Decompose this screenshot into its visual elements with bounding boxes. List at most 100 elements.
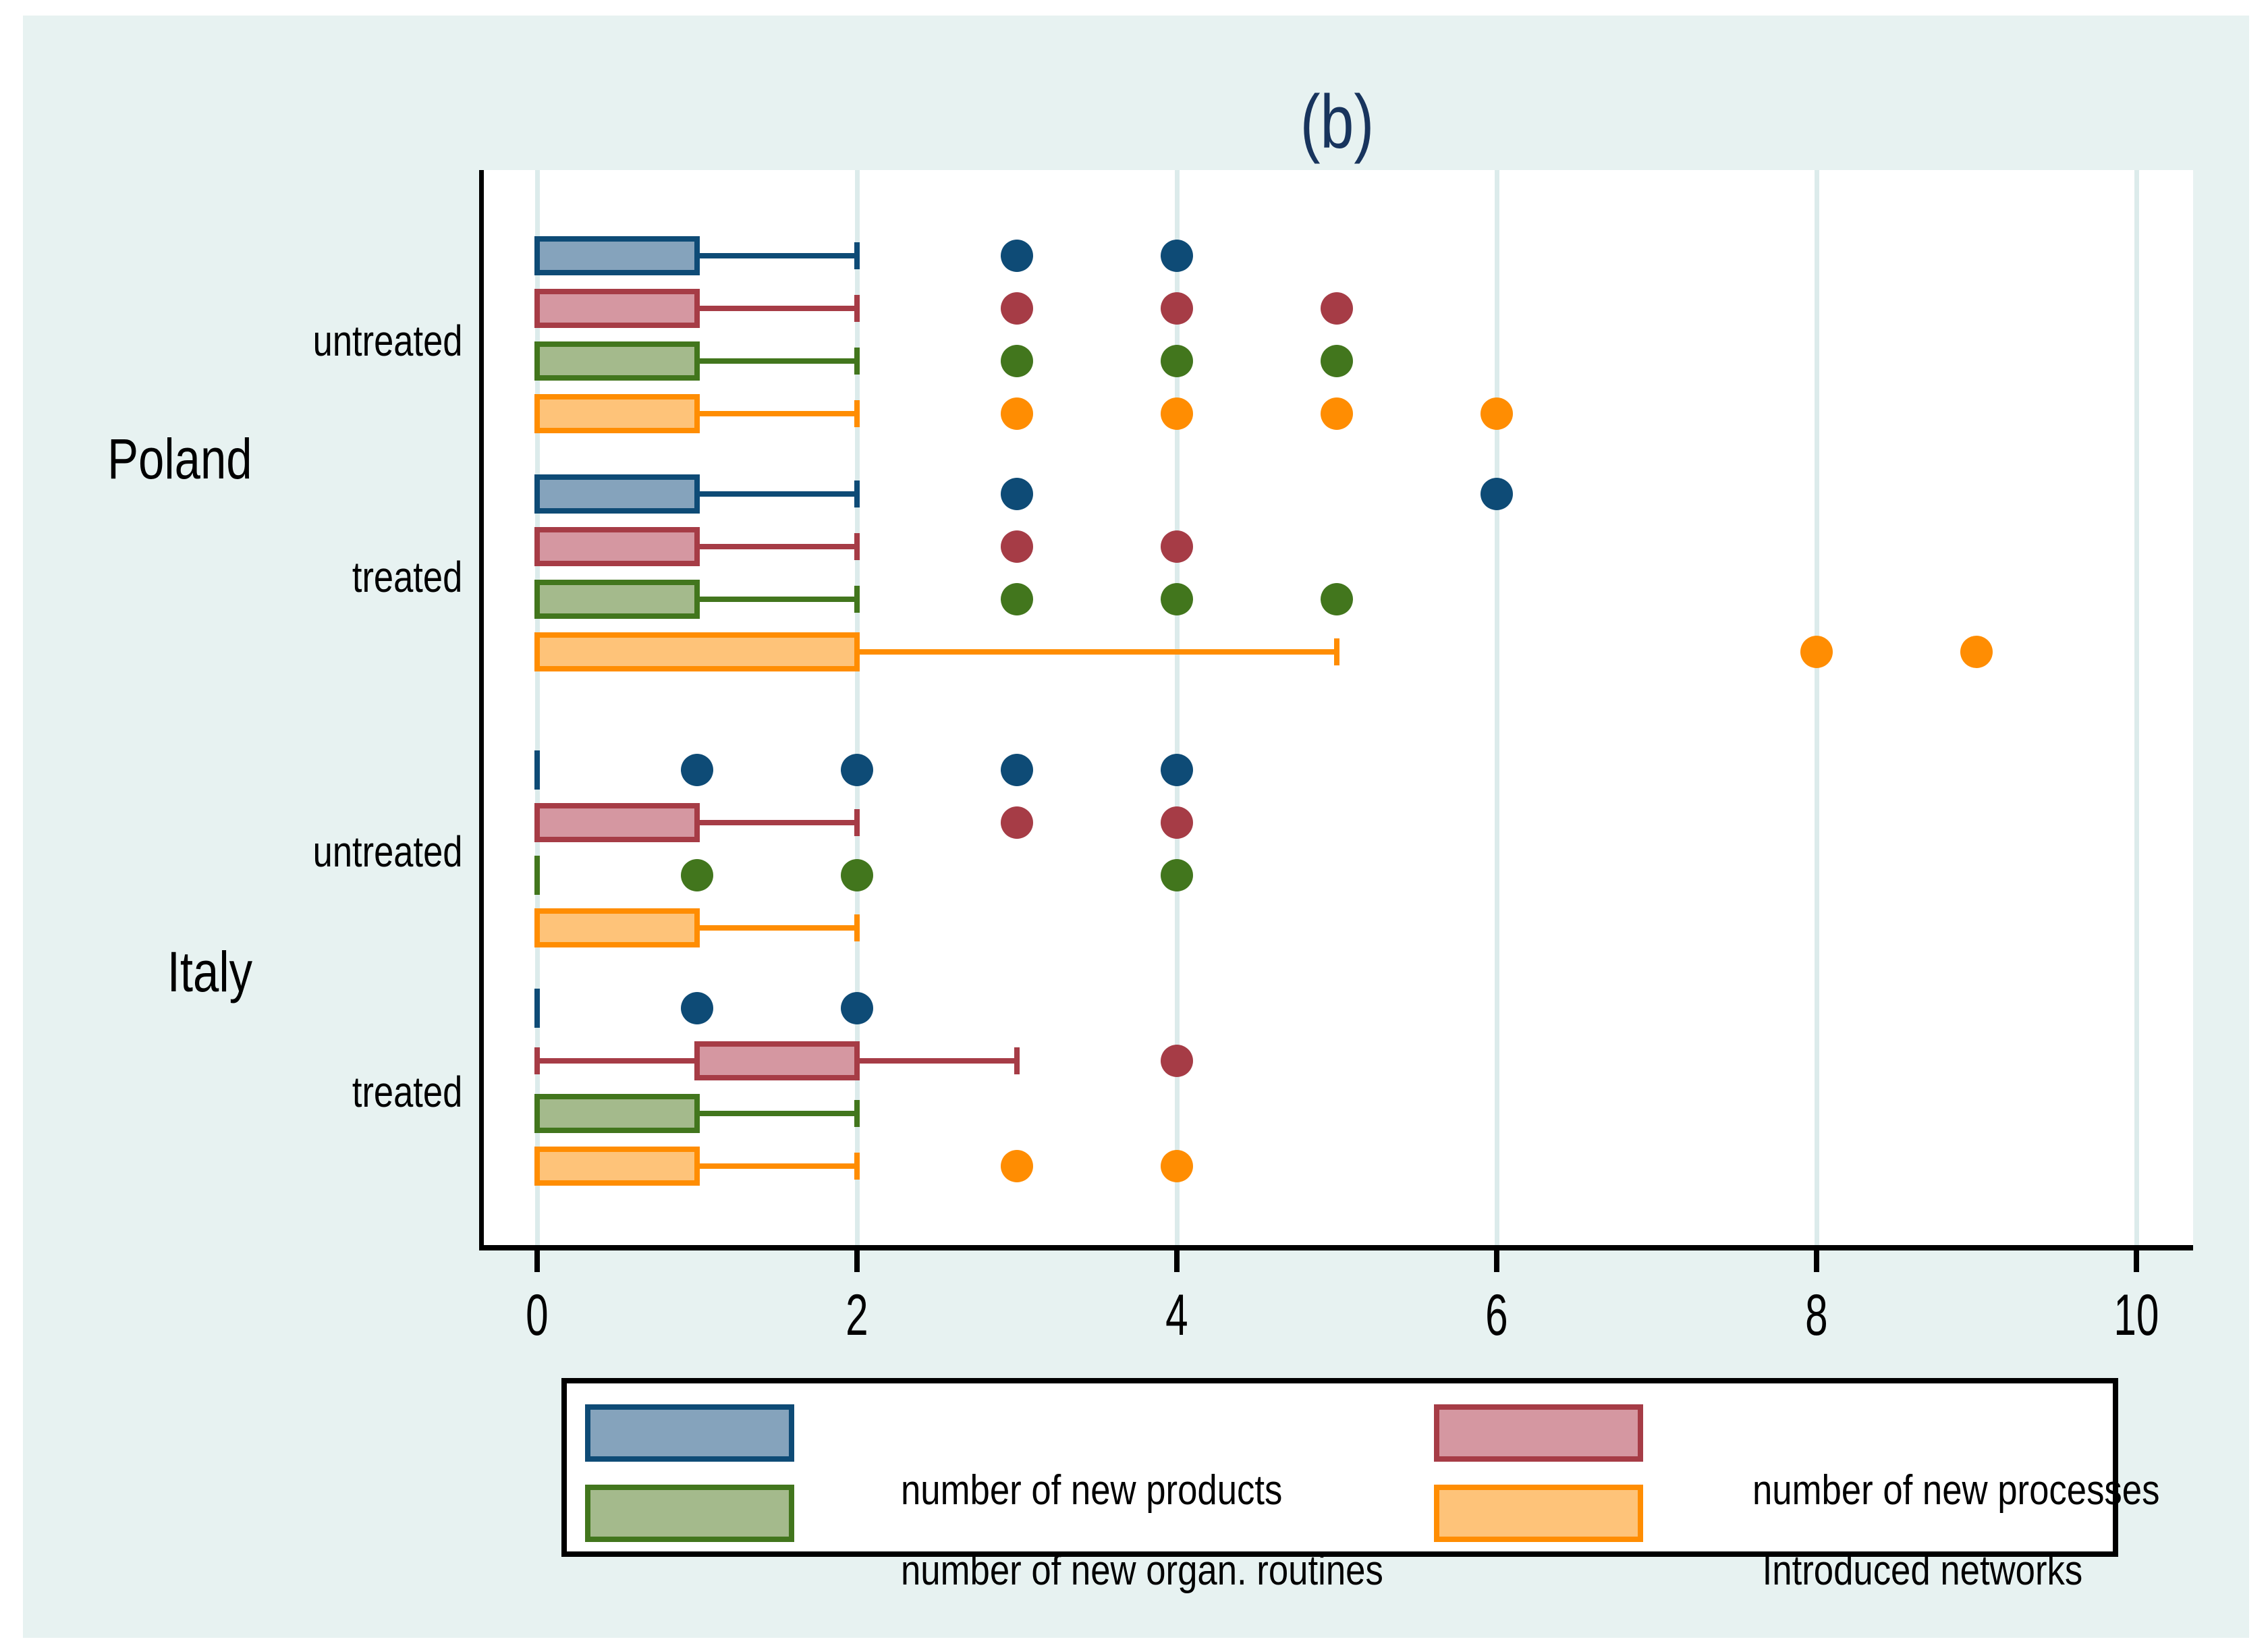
x-tick-label-text: 10 [2113, 1283, 2159, 1348]
box-Poland-treated-processes [534, 527, 700, 566]
x-tick-10 [2134, 1250, 2139, 1272]
x-tick-label-text: 4 [1165, 1283, 1188, 1348]
whisker-right [700, 358, 854, 364]
chart-title-text: (b) [1300, 80, 1374, 164]
cohort-label-text: treated [352, 1068, 462, 1116]
outlier-dot-networks-9 [1960, 636, 1993, 668]
whisker-right [700, 411, 854, 416]
country-label-Italy: Italy [0, 939, 252, 1004]
outlier-dot-processes-3 [1001, 292, 1033, 325]
y-axis-line [479, 170, 484, 1250]
box-Italy-untreated-networks [534, 908, 700, 947]
outlier-dot-products-1 [681, 754, 713, 786]
x-tick-label-text: 8 [1805, 1283, 1828, 1348]
whisker-left [540, 1058, 694, 1064]
outlier-dot-processes-4 [1161, 530, 1193, 563]
outlier-dot-routines-1 [681, 859, 713, 891]
x-tick-label-0: 0 [456, 1284, 618, 1346]
outlier-dot-networks-8 [1800, 636, 1833, 668]
outlier-dot-products-2 [841, 992, 873, 1024]
country-label-text: Poland [107, 427, 252, 491]
x-tick-0 [534, 1250, 540, 1272]
outlier-dot-networks-5 [1321, 397, 1353, 430]
outlier-dot-routines-3 [1001, 345, 1033, 377]
outlier-dot-networks-6 [1481, 397, 1513, 430]
x-tick-4 [1174, 1250, 1180, 1272]
box-Poland-treated-networks [534, 632, 860, 671]
outlier-dot-products-3 [1001, 478, 1033, 510]
cohort-label-Italy-untreated: untreated [125, 827, 462, 877]
whisker-right [700, 306, 854, 311]
outlier-dot-networks-4 [1161, 1150, 1193, 1182]
outlier-dot-processes-4 [1161, 292, 1193, 325]
gridline-x0 [535, 170, 540, 1249]
whisker-cap-right [854, 914, 860, 941]
cohort-label-text: untreated [312, 827, 462, 876]
whisker-cap-right [854, 1100, 860, 1127]
whisker-cap-right [854, 242, 860, 269]
x-tick-label-8: 8 [1736, 1284, 1898, 1346]
x-tick-2 [854, 1250, 860, 1272]
whisker-cap-right [854, 809, 860, 836]
outlier-dot-products-3 [1001, 754, 1033, 786]
x-tick-label-text: 2 [846, 1283, 868, 1348]
gridline-x2 [855, 170, 860, 1249]
box-Poland-treated-products [534, 474, 700, 514]
outlier-dot-networks-3 [1001, 1150, 1033, 1182]
boxplot-tick-Italy-treated-products [534, 989, 540, 1028]
plot-area [481, 170, 2193, 1249]
whisker-cap-right [1334, 638, 1339, 665]
gridline-x6 [1495, 170, 1499, 1249]
cohort-label-text: treated [352, 553, 462, 601]
whisker-right [700, 925, 854, 931]
cohort-label-text: untreated [312, 316, 462, 365]
x-tick-label-10: 10 [2055, 1284, 2217, 1346]
box-Poland-untreated-routines [534, 341, 700, 381]
legend-label-networks: Introduced networks [1752, 1547, 2083, 1594]
x-tick-label-4: 4 [1096, 1284, 1258, 1346]
whisker-cap-right [854, 400, 860, 427]
x-tick-6 [1494, 1250, 1499, 1272]
gridline-x4 [1175, 170, 1180, 1249]
box-Italy-untreated-processes [534, 803, 700, 842]
boxplot-tick-Italy-untreated-routines [534, 856, 540, 895]
box-Italy-treated-networks [534, 1147, 700, 1186]
cohort-label-Italy-treated: treated [125, 1067, 462, 1117]
whisker-cap-right [854, 348, 860, 375]
whisker-cap-left [534, 1047, 540, 1074]
chart-title: (b) [864, 82, 1809, 162]
outlier-dot-routines-5 [1321, 583, 1353, 615]
whisker-right [860, 1058, 1014, 1064]
gridline-x10 [2134, 170, 2139, 1249]
box-Italy-treated-routines [534, 1094, 700, 1133]
whisker-right [700, 1163, 854, 1169]
outlier-dot-products-3 [1001, 240, 1033, 272]
outlier-dot-products-2 [841, 754, 873, 786]
outlier-dot-products-4 [1161, 754, 1193, 786]
outlier-dot-processes-4 [1161, 806, 1193, 839]
x-tick-label-text: 6 [1485, 1283, 1508, 1348]
x-tick-label-6: 6 [1416, 1284, 1578, 1346]
whisker-right [700, 253, 854, 258]
gridline-x8 [1815, 170, 1819, 1249]
outlier-dot-processes-5 [1321, 292, 1353, 325]
x-tick-8 [1814, 1250, 1819, 1272]
legend-swatch-products [585, 1404, 794, 1462]
outlier-dot-routines-5 [1321, 345, 1353, 377]
whisker-cap-right [1014, 1047, 1020, 1074]
outlier-dot-products-1 [681, 992, 713, 1024]
box-Italy-treated-processes [694, 1041, 860, 1080]
whisker-right [860, 649, 1334, 655]
cohort-label-Poland-untreated: untreated [125, 316, 462, 366]
whisker-cap-right [854, 295, 860, 322]
outlier-dot-networks-4 [1161, 397, 1193, 430]
outlier-dot-routines-3 [1001, 583, 1033, 615]
outlier-dot-products-4 [1161, 240, 1193, 272]
whisker-cap-right [854, 533, 860, 560]
outlier-dot-routines-4 [1161, 583, 1193, 615]
whisker-right [700, 491, 854, 497]
whisker-cap-right [854, 1153, 860, 1180]
whisker-right [700, 1111, 854, 1116]
box-Poland-untreated-networks [534, 394, 700, 433]
